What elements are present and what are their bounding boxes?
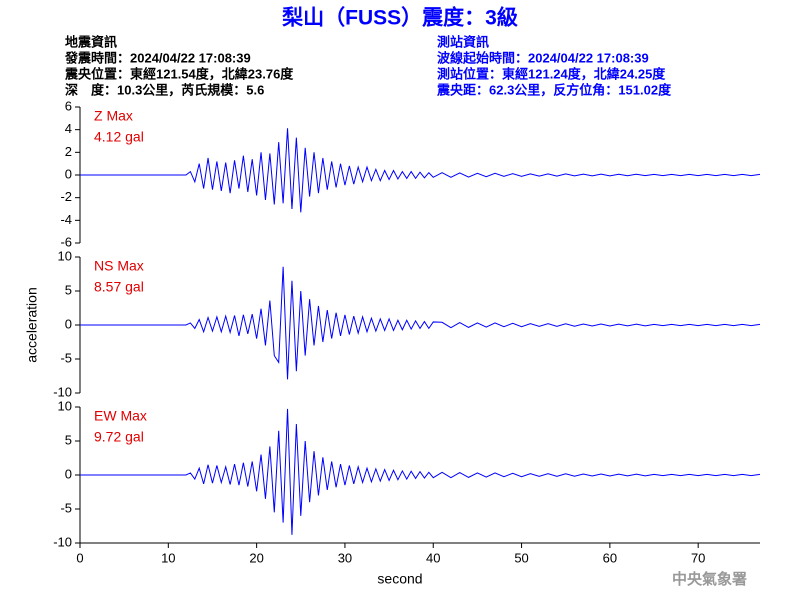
station-info: 震央距：62.3公里，反方位角：151.02度 — [436, 82, 672, 97]
y-tick-label: 0 — [65, 166, 72, 181]
x-tick-label: 20 — [249, 550, 263, 565]
station-info: 波線起始時間：2024/04/22 17:08:39 — [437, 50, 649, 65]
y-tick-label: -6 — [60, 234, 72, 249]
y-tick-label: -5 — [60, 350, 72, 365]
y-tick-label: 5 — [65, 282, 72, 297]
waveform — [80, 128, 761, 213]
y-tick-label: 0 — [65, 466, 72, 481]
station-info: 測站位置：東經121.24度，北緯24.25度 — [437, 66, 666, 81]
x-axis-label: second — [377, 571, 422, 587]
event-info: 深 度：10.3公里，芮氏規模：5.6 — [65, 82, 264, 97]
y-tick-label: -5 — [60, 500, 72, 515]
x-tick-label: 40 — [426, 550, 440, 565]
y-tick-label: -10 — [53, 384, 72, 399]
x-tick-label: 50 — [514, 550, 528, 565]
y-tick-label: 10 — [58, 248, 72, 263]
footer: 中央氣象署 — [672, 570, 747, 588]
y-tick-label: 4 — [65, 121, 72, 136]
station-info: 測站資訊 — [437, 34, 489, 49]
x-tick-label: 30 — [338, 550, 352, 565]
waveform — [80, 266, 761, 380]
y-tick-label: 6 — [65, 98, 72, 113]
waveform — [80, 408, 761, 535]
max-label: NS Max — [94, 258, 144, 274]
title: 梨山（FUSS）震度：3級 — [282, 6, 518, 30]
max-label: EW Max — [94, 408, 147, 424]
y-tick-label: 5 — [65, 432, 72, 447]
y-tick-label: -2 — [60, 189, 72, 204]
max-label: 8.57 gal — [94, 279, 144, 295]
y-tick-label: 2 — [65, 144, 72, 159]
event-info: 發震時間：2024/04/22 17:08:39 — [64, 50, 251, 65]
x-tick-label: 10 — [161, 550, 175, 565]
y-tick-label: 0 — [65, 316, 72, 331]
x-tick-label: 60 — [603, 550, 617, 565]
event-info: 地震資訊 — [65, 34, 117, 49]
y-axis-label: acceleration — [24, 287, 40, 363]
event-info: 震央位置：東經121.54度，北緯23.76度 — [64, 66, 294, 81]
max-label: 9.72 gal — [94, 429, 144, 445]
y-tick-label: -10 — [53, 534, 72, 549]
max-label: 4.12 gal — [94, 129, 144, 145]
x-tick-label: 70 — [691, 550, 705, 565]
y-tick-label: 10 — [58, 398, 72, 413]
y-tick-label: -4 — [60, 212, 72, 227]
max-label: Z Max — [94, 108, 133, 124]
x-tick-label: 0 — [76, 550, 83, 565]
